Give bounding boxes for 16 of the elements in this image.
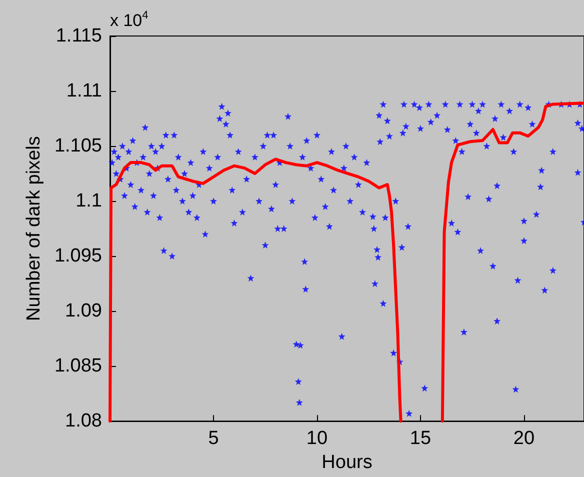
x-axis-title: Hours	[322, 452, 372, 473]
y-tick-label: 1.1	[76, 190, 102, 212]
y-tick-label: 1.09	[65, 300, 102, 322]
y-tick-label: 1.115	[56, 26, 102, 46]
line-series	[440, 102, 584, 423]
y-tick-label: 1.095	[54, 246, 102, 267]
x-tick-label: 20	[513, 428, 535, 450]
y-axis-title: Number of dark pixels	[24, 136, 45, 321]
y-tick-label: 1.08	[65, 410, 102, 432]
y-tick-label: 1.105	[54, 136, 102, 157]
x-tick-label: 5	[208, 428, 219, 450]
line-series	[108, 158, 402, 423]
y-tick-label: 1.11	[66, 80, 102, 102]
x-tick-label: 10	[306, 428, 328, 450]
y-tick-label: 1.085	[54, 356, 102, 377]
x-tick-label: 15	[410, 428, 432, 450]
